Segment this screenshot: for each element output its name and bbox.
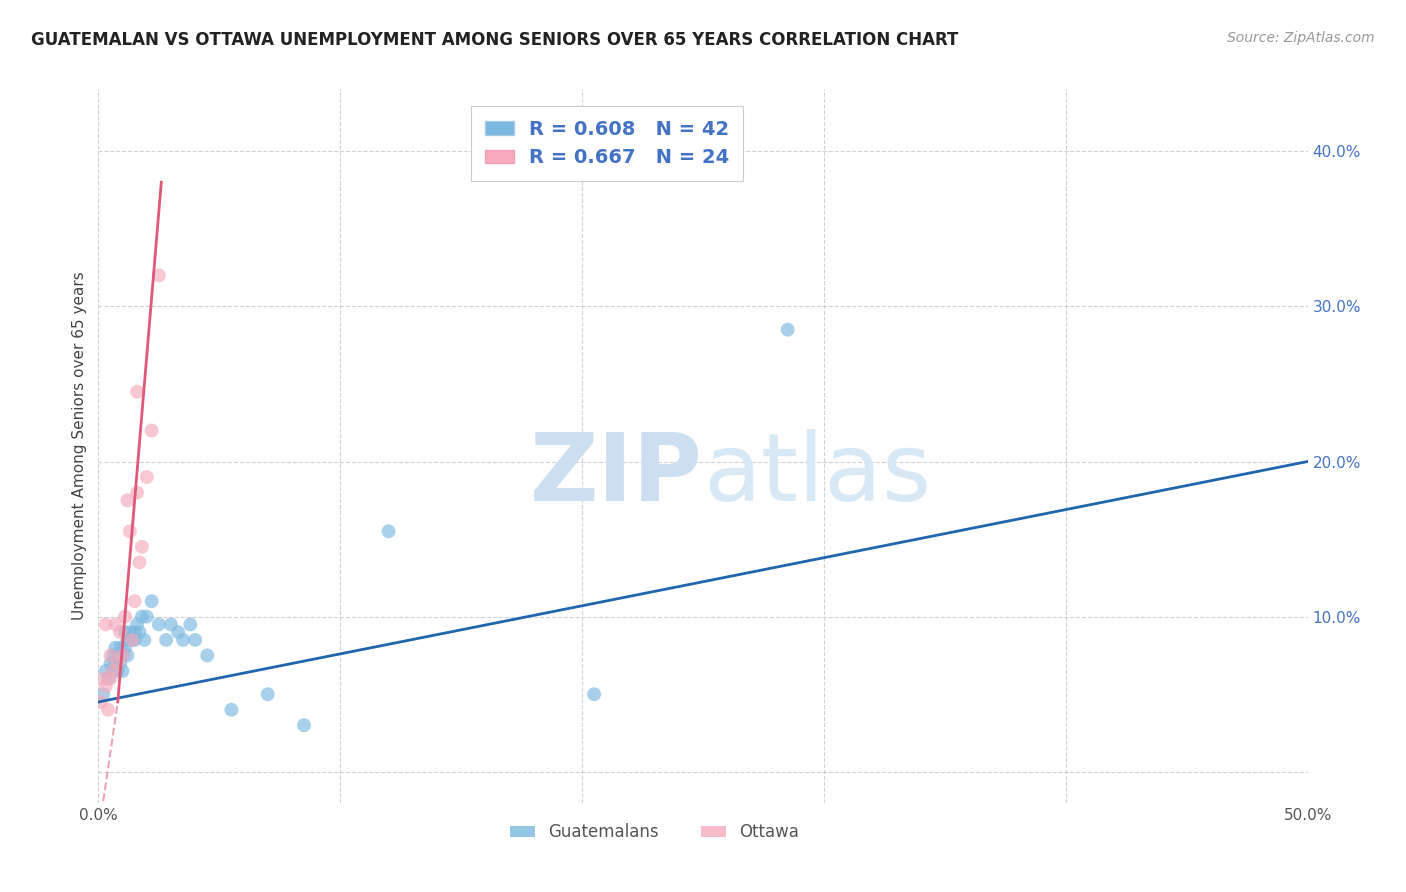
Point bbox=[221, 703, 243, 717]
Point bbox=[101, 648, 124, 663]
Text: atlas: atlas bbox=[703, 428, 931, 521]
Point bbox=[90, 695, 112, 709]
Text: ZIP: ZIP bbox=[530, 428, 703, 521]
Point bbox=[167, 625, 190, 640]
Point bbox=[101, 664, 124, 678]
Point bbox=[114, 609, 136, 624]
Point bbox=[292, 718, 315, 732]
Point bbox=[91, 687, 114, 701]
Point bbox=[111, 664, 134, 678]
Point bbox=[104, 640, 127, 655]
Point bbox=[107, 648, 129, 663]
Point bbox=[155, 632, 177, 647]
Point bbox=[148, 617, 170, 632]
Point bbox=[121, 632, 143, 647]
Point bbox=[124, 594, 146, 608]
Point bbox=[101, 664, 124, 678]
Point bbox=[117, 632, 139, 647]
Point bbox=[160, 617, 183, 632]
Point bbox=[131, 540, 153, 554]
Point bbox=[108, 625, 131, 640]
Point bbox=[128, 625, 150, 640]
Point bbox=[127, 617, 149, 632]
Point bbox=[256, 687, 278, 701]
Point bbox=[111, 648, 134, 663]
Point bbox=[91, 672, 114, 686]
Point bbox=[195, 648, 218, 663]
Point bbox=[134, 632, 156, 647]
Point bbox=[100, 656, 122, 670]
Point bbox=[377, 524, 399, 539]
Point bbox=[179, 617, 201, 632]
Text: GUATEMALAN VS OTTAWA UNEMPLOYMENT AMONG SENIORS OVER 65 YEARS CORRELATION CHART: GUATEMALAN VS OTTAWA UNEMPLOYMENT AMONG … bbox=[31, 31, 959, 49]
Point bbox=[128, 555, 150, 569]
Point bbox=[117, 493, 139, 508]
Point bbox=[100, 672, 122, 686]
Point bbox=[172, 632, 194, 647]
Point bbox=[94, 617, 117, 632]
Point bbox=[184, 632, 207, 647]
Point bbox=[141, 594, 163, 608]
Point bbox=[107, 664, 129, 678]
Point bbox=[135, 470, 157, 484]
Point bbox=[117, 648, 139, 663]
Point bbox=[114, 640, 136, 655]
Point bbox=[111, 648, 134, 663]
Point bbox=[107, 656, 129, 670]
Point bbox=[127, 485, 149, 500]
Point bbox=[583, 687, 606, 701]
Point bbox=[118, 524, 141, 539]
Point bbox=[135, 609, 157, 624]
Point bbox=[108, 640, 131, 655]
Point bbox=[100, 648, 122, 663]
Point bbox=[131, 609, 153, 624]
Point bbox=[127, 384, 149, 399]
Point bbox=[114, 625, 136, 640]
Point bbox=[94, 680, 117, 694]
Point bbox=[148, 268, 170, 283]
Point bbox=[108, 656, 131, 670]
Point bbox=[104, 617, 127, 632]
Point bbox=[141, 424, 163, 438]
Point bbox=[121, 632, 143, 647]
Point bbox=[104, 656, 127, 670]
Point bbox=[124, 632, 146, 647]
Point bbox=[118, 625, 141, 640]
Legend: Guatemalans, Ottawa: Guatemalans, Ottawa bbox=[503, 817, 806, 848]
Point bbox=[97, 672, 120, 686]
Text: Source: ZipAtlas.com: Source: ZipAtlas.com bbox=[1227, 31, 1375, 45]
Point bbox=[97, 703, 120, 717]
Point bbox=[776, 323, 799, 337]
Y-axis label: Unemployment Among Seniors over 65 years: Unemployment Among Seniors over 65 years bbox=[72, 272, 87, 620]
Point bbox=[124, 625, 146, 640]
Point bbox=[94, 664, 117, 678]
